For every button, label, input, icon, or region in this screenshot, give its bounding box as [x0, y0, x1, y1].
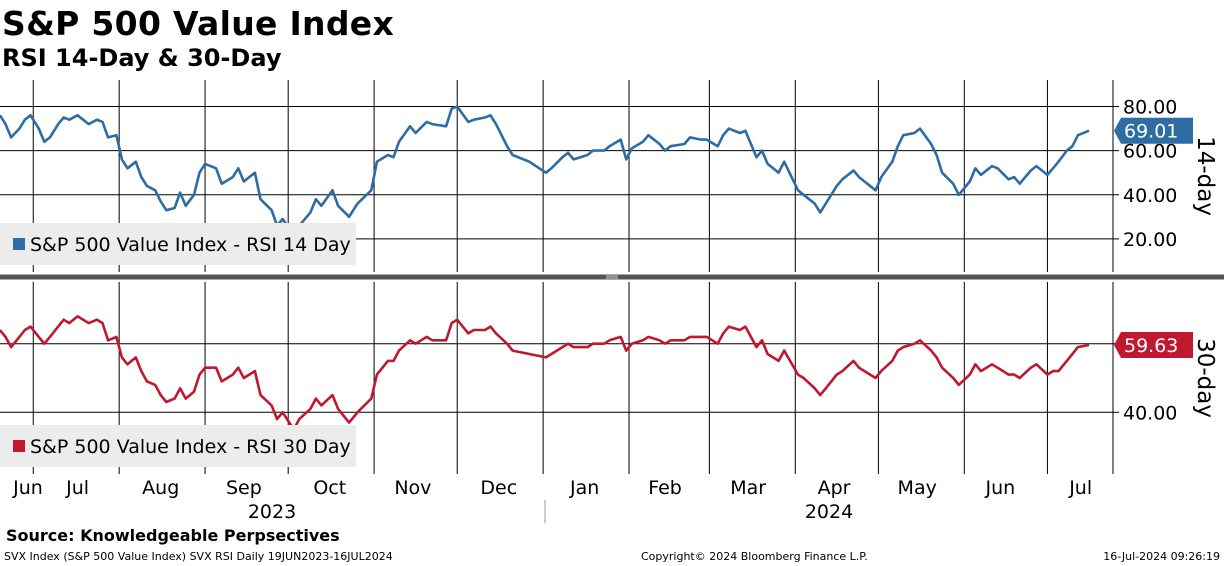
footer-timestamp: 16-Jul-2024 09:26:19	[1103, 550, 1220, 563]
panel-axis-title: 14-day	[1192, 136, 1218, 216]
legend-label: S&P 500 Value Index - RSI 14 Day	[30, 234, 351, 256]
y-tick-label: 20.00	[1123, 229, 1177, 251]
legend-swatch	[13, 238, 25, 250]
chart-subtitle: RSI 14-Day & 30-Day	[2, 44, 282, 72]
y-tick-label: 60.00	[1123, 141, 1177, 163]
x-tick-label: Jul	[65, 477, 89, 499]
source-note: Source: Knowledgeable Perpsectives	[6, 526, 340, 545]
y-tick-label: 40.00	[1123, 402, 1177, 424]
last-value-marker	[1114, 117, 1193, 144]
y-tick-label: 80.00	[1123, 96, 1177, 118]
x-tick-label: Oct	[313, 477, 346, 499]
x-tick-label: May	[898, 477, 937, 499]
last-value-tag: 59.63	[1114, 331, 1193, 358]
series-line-14-day	[0, 105, 1090, 236]
x-tick-label: Sep	[226, 477, 262, 499]
x-tick-label: Apr	[818, 477, 851, 499]
x-tick-label: Jun	[12, 477, 43, 499]
chart-title: S&P 500 Value Index	[2, 4, 395, 43]
x-tick-label: Jul	[1068, 477, 1092, 499]
footer-copyright: Copyright© 2024 Bloomberg Finance L.P.	[641, 550, 868, 563]
last-value-label: 59.63	[1124, 335, 1178, 357]
y-tick-label: 40.00	[1123, 185, 1177, 207]
x-tick-label: Feb	[648, 477, 682, 499]
x-tick-label: Aug	[142, 477, 179, 499]
panel-30-day: 40.00 59.63 S&P 500 Value Index - RSI 30 D…	[0, 282, 1218, 474]
legend-box	[0, 425, 356, 467]
series-line-30-day	[0, 315, 1090, 431]
year-label: 2024	[805, 501, 853, 523]
last-value-tag: 69.01	[1114, 117, 1193, 144]
year-label: 2023	[248, 501, 296, 523]
x-tick-label: Nov	[394, 477, 431, 499]
legend: S&P 500 Value Index - RSI 30 Day	[0, 425, 356, 467]
footer-ticker-info: SVX Index (S&P 500 Value Index) SVX RSI …	[4, 550, 393, 563]
x-tick-label: Jun	[984, 477, 1015, 499]
legend-swatch	[13, 440, 25, 452]
last-value-marker	[1114, 331, 1193, 358]
panel-14-day: 20.00 40.00 60.00 80.00 69.01 S&P 500 Value I…	[0, 80, 1218, 272]
panel-axis-title: 30-day	[1192, 338, 1218, 418]
last-value-label: 69.01	[1124, 121, 1178, 143]
legend-box	[0, 223, 356, 265]
legend-label: S&P 500 Value Index - RSI 30 Day	[30, 436, 351, 458]
x-tick-label: Mar	[730, 477, 766, 499]
x-tick-label: Jan	[569, 477, 599, 499]
legend: S&P 500 Value Index - RSI 14 Day	[0, 223, 356, 265]
x-tick-label: Dec	[480, 477, 517, 499]
